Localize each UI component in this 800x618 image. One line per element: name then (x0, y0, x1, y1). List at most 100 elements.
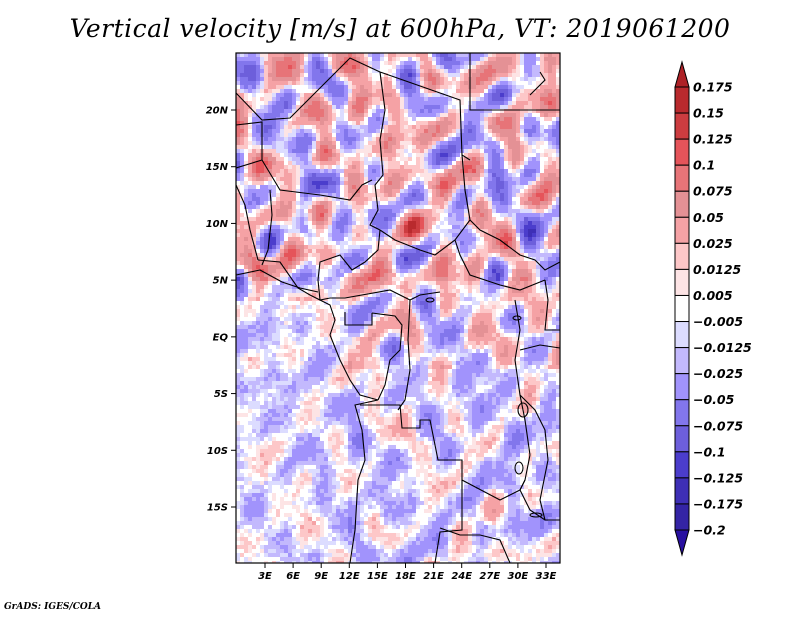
field-cell (400, 317, 404, 321)
field-cell (420, 217, 424, 221)
field-cell (424, 133, 428, 137)
field-cell (268, 321, 272, 325)
field-cell (300, 81, 304, 85)
field-cell (532, 125, 536, 129)
field-cell (544, 69, 548, 73)
field-cell (300, 269, 304, 273)
field-cell (272, 193, 276, 197)
field-cell (440, 273, 444, 277)
field-cell (464, 173, 468, 177)
field-cell (240, 277, 244, 281)
field-cell (500, 297, 504, 301)
field-cell (272, 113, 276, 117)
field-cell (324, 209, 328, 213)
field-cell (512, 285, 516, 289)
field-cell (504, 213, 508, 217)
field-cell (352, 273, 356, 277)
field-cell (368, 309, 372, 313)
field-cell (348, 253, 352, 257)
field-cell (552, 101, 556, 105)
field-cell (308, 273, 312, 277)
field-cell (264, 153, 268, 157)
field-cell (304, 317, 308, 321)
field-cell (412, 169, 416, 173)
field-cell (244, 173, 248, 177)
field-cell (328, 321, 332, 325)
field-cell (408, 237, 412, 241)
field-cell (388, 141, 392, 145)
field-cell (288, 233, 292, 237)
field-cell (536, 137, 540, 141)
field-cell (520, 201, 524, 205)
field-cell (352, 137, 356, 141)
field-cell (536, 217, 540, 221)
field-cell (428, 113, 432, 117)
field-cell (396, 193, 400, 197)
field-cell (264, 293, 268, 297)
field-cell (312, 69, 316, 73)
field-cell (340, 233, 344, 237)
field-cell (388, 261, 392, 265)
field-cell (436, 241, 440, 245)
field-cell (404, 181, 408, 185)
field-cell (316, 177, 320, 181)
field-cell (264, 201, 268, 205)
field-cell (312, 121, 316, 125)
field-cell (500, 261, 504, 265)
field-cell (508, 261, 512, 265)
field-cell (528, 157, 532, 161)
field-cell (332, 57, 336, 61)
field-cell (380, 273, 384, 277)
field-cell (552, 269, 556, 273)
field-cell (452, 77, 456, 81)
field-cell (340, 201, 344, 205)
field-cell (272, 321, 276, 325)
field-cell (376, 61, 380, 65)
field-cell (480, 81, 484, 85)
field-cell (336, 241, 340, 245)
field-cell (420, 321, 424, 325)
field-cell (356, 85, 360, 89)
field-cell (284, 197, 288, 201)
field-cell (544, 109, 548, 113)
field-cell (432, 217, 436, 221)
field-cell (524, 265, 528, 269)
field-cell (504, 57, 508, 61)
field-cell (360, 305, 364, 309)
field-cell (480, 109, 484, 113)
field-cell (420, 297, 424, 301)
field-cell (300, 221, 304, 225)
field-cell (476, 57, 480, 61)
field-cell (276, 109, 280, 113)
field-cell (256, 85, 260, 89)
field-cell (260, 257, 264, 261)
field-cell (276, 157, 280, 161)
field-cell (332, 317, 336, 321)
field-cell (268, 61, 272, 65)
field-cell (352, 89, 356, 93)
field-cell (360, 217, 364, 221)
field-cell (544, 233, 548, 237)
field-cell (240, 77, 244, 81)
field-cell (416, 73, 420, 77)
field-cell (516, 265, 520, 269)
field-cell (484, 245, 488, 249)
field-cell (528, 145, 532, 149)
field-cell (516, 209, 520, 213)
field-cell (504, 97, 508, 101)
field-cell (492, 153, 496, 157)
field-cell (288, 181, 292, 185)
field-cell (484, 93, 488, 97)
field-cell (428, 89, 432, 93)
field-cell (392, 57, 396, 61)
field-cell (384, 285, 388, 289)
field-cell (524, 209, 528, 213)
field-cell (292, 141, 296, 145)
field-cell (328, 225, 332, 229)
field-cell (280, 209, 284, 213)
field-cell (280, 213, 284, 217)
field-cell (320, 257, 324, 261)
field-cell (292, 65, 296, 69)
field-cell (428, 109, 432, 113)
field-cell (264, 117, 268, 121)
